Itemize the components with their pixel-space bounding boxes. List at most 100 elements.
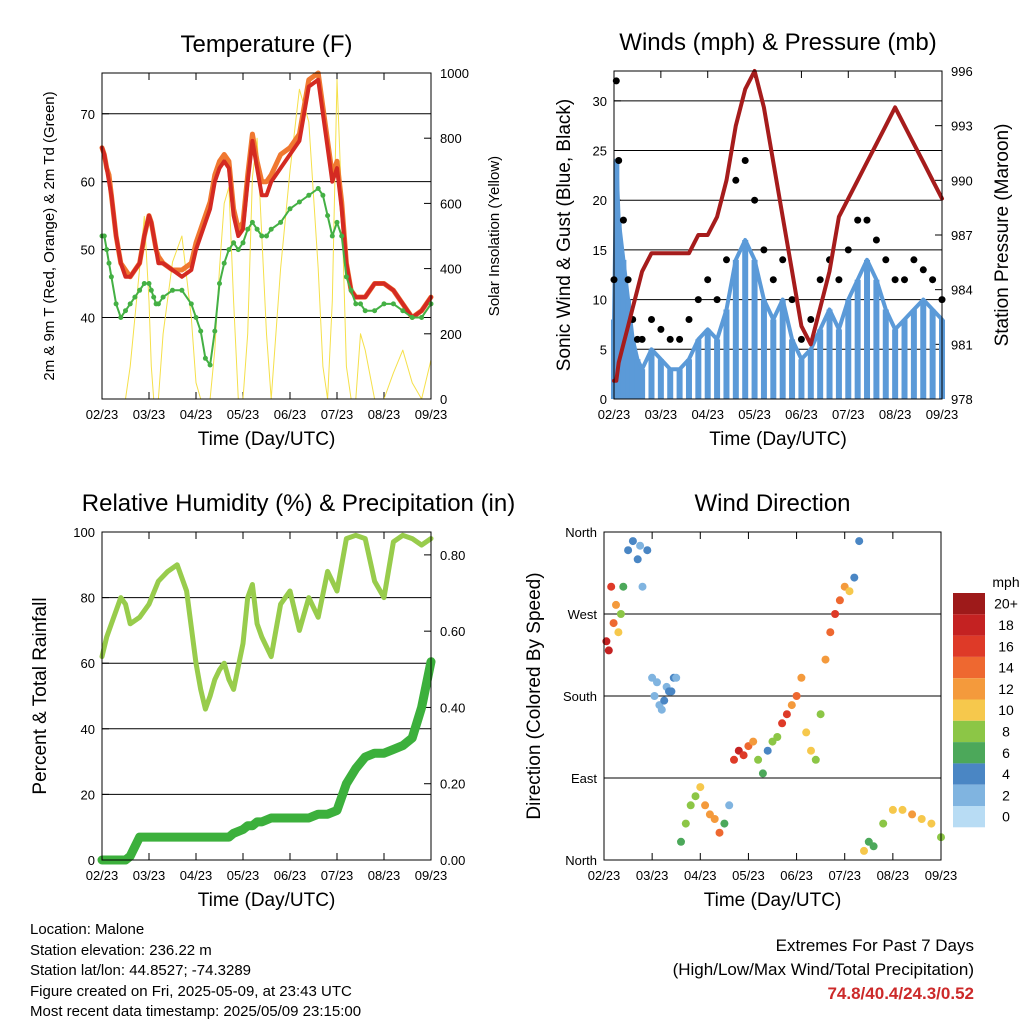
dewpoint-series-line	[101, 187, 432, 366]
y-right-axis-label: Station Pressure (Maroon)	[992, 124, 1013, 347]
colorbar-label: 0	[1002, 809, 1010, 825]
x-tick-label: 03/23	[133, 407, 166, 422]
direction-point	[604, 646, 613, 655]
y-tick-label: 50	[81, 243, 95, 258]
wind-direction-panel: Wind DirectionNorthEastSouthWestNorth02/…	[524, 490, 957, 911]
gust-point	[769, 276, 777, 284]
direction-point	[860, 846, 868, 855]
x-tick-label: 02/23	[588, 868, 621, 883]
gust-point	[835, 276, 843, 284]
y-tick-label: 20	[593, 193, 607, 208]
direction-point	[797, 673, 806, 682]
y-right-tick-label: 0	[440, 392, 447, 407]
gust-point	[891, 276, 899, 284]
direction-point	[624, 546, 633, 555]
colorbar-swatch	[953, 593, 985, 615]
colorbar-swatch	[953, 656, 985, 679]
colorbar-swatch	[953, 699, 985, 721]
pressure-series-line	[612, 69, 944, 383]
x-axis-label: Time (Day/UTC)	[198, 429, 336, 450]
direction-point	[835, 596, 844, 605]
direction-point	[811, 755, 820, 764]
x-tick-label: 06/23	[780, 868, 813, 883]
direction-point	[749, 737, 758, 746]
plot-border	[101, 531, 432, 861]
direction-point	[927, 819, 936, 828]
x-tick-label: 03/23	[645, 407, 678, 422]
direction-point	[628, 537, 637, 546]
direction-point	[888, 805, 897, 814]
x-axis-label: Time (Day/UTC)	[704, 890, 842, 911]
direction-point	[650, 692, 659, 700]
gust-point	[685, 316, 693, 323]
colorbar-label: 20+	[994, 596, 1018, 612]
y-right-tick-label: 0.00	[440, 853, 465, 868]
x-tick-label: 07/23	[321, 868, 354, 883]
x-tick-label: 04/23	[180, 407, 213, 422]
gust-point	[910, 256, 918, 264]
y-tick-label: 70	[81, 107, 95, 122]
x-tick-label: 06/23	[274, 407, 307, 422]
direction-point	[607, 582, 616, 591]
y-axis-label: Percent & Total Rainfall	[30, 597, 51, 794]
direction-point	[672, 673, 681, 682]
y-tick-label: West	[568, 607, 598, 622]
gust-point	[713, 296, 721, 304]
y-tick-label: South	[563, 689, 597, 704]
created-text: Figure created on Fri, 2025-05-09, at 23…	[30, 982, 352, 1000]
y-right-tick-label: 993	[951, 119, 973, 134]
gust-point	[676, 335, 684, 343]
y-right-tick-label: 0.20	[440, 777, 465, 792]
sonic-wind-series-line	[612, 158, 944, 372]
direction-point	[715, 828, 724, 837]
x-tick-label: 05/23	[227, 407, 260, 422]
y-right-tick-label: 987	[951, 228, 973, 243]
x-tick-label: 08/23	[368, 868, 401, 883]
latlon-text: Station lat/lon: 44.8527; -74.3289	[30, 962, 252, 979]
gust-point	[854, 216, 862, 224]
colorbar-swatch	[953, 720, 985, 743]
direction-point	[908, 810, 917, 819]
gust-point	[863, 216, 871, 224]
direction-point	[677, 837, 685, 846]
colorbar-label: 18	[998, 617, 1014, 633]
x-tick-label: 04/23	[180, 868, 213, 883]
y-tick-label: 0	[88, 853, 95, 868]
location-text: Location: Malone	[30, 921, 145, 938]
plot-border	[613, 70, 943, 400]
x-tick-label: 04/23	[691, 407, 724, 422]
x-tick-label: 09/23	[925, 868, 958, 883]
x-axis-label: Time (Day/UTC)	[198, 890, 336, 911]
y-tick-label: East	[571, 771, 597, 786]
y-right-tick-label: 0.60	[440, 624, 465, 639]
direction-point	[725, 801, 734, 810]
gust-point	[619, 216, 627, 224]
direction-point	[826, 628, 835, 637]
direction-point	[869, 842, 878, 851]
direction-point	[787, 701, 796, 710]
y-tick-label: 5	[600, 342, 607, 357]
x-tick-label: 05/23	[732, 868, 765, 883]
x-tick-label: 05/23	[738, 407, 771, 422]
y-right-tick-label: 200	[440, 327, 462, 342]
y-tick-label: 15	[593, 243, 607, 258]
chart-title: Wind Direction	[694, 490, 850, 517]
x-tick-label: 04/23	[684, 868, 717, 883]
humidity-series-line	[99, 532, 434, 712]
direction-point	[612, 600, 620, 609]
colorbar-label: 10	[998, 702, 1014, 718]
y-tick-label: 60	[81, 656, 95, 671]
temperature-panel: Temperature (F) 40 50 60 70 0 200 400 600 800 1000…	[41, 31, 503, 450]
direction-point	[686, 801, 695, 810]
direction-point	[696, 783, 705, 792]
colorbar-swatch	[953, 763, 985, 785]
x-tick-label: 08/23	[879, 407, 912, 422]
y-right-tick-label: 990	[951, 173, 973, 188]
x-tick-label: 07/23	[832, 407, 865, 422]
gust-point	[797, 335, 805, 343]
colorbar-label: 6	[1002, 745, 1010, 761]
gust-point	[901, 276, 908, 284]
direction-point	[667, 687, 676, 696]
direction-point	[850, 573, 859, 582]
direction-point	[758, 769, 767, 778]
